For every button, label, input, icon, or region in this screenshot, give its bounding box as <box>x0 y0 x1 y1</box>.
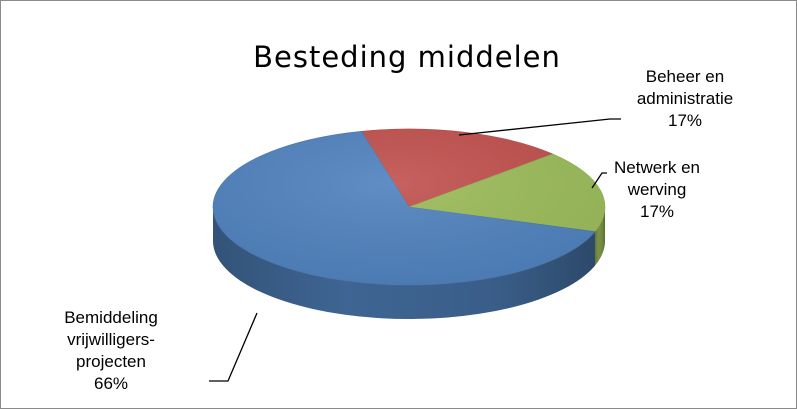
data-label-line: 17% <box>640 202 674 221</box>
data-label-line: werving <box>627 180 687 199</box>
pie-top-sheen <box>213 129 605 285</box>
pie-slice-side-shading <box>594 207 605 266</box>
pie-top <box>212 128 606 286</box>
data-label-line: Netwerk en <box>614 158 700 177</box>
leader-line <box>458 118 621 136</box>
data-label: Beheer en administratie 17% <box>637 67 733 130</box>
data-label-line: Beheer en <box>646 67 724 86</box>
pie-slice-side-shading <box>213 207 595 319</box>
leader-line <box>209 312 258 382</box>
data-label-line: 66% <box>94 374 128 393</box>
data-label: Bemiddeling vrijwilligers-projecten 66% <box>64 308 158 393</box>
leader-line <box>591 172 607 189</box>
data-label-line: 17% <box>668 111 702 130</box>
data-label: Netwerk en werving 17% <box>614 158 700 221</box>
data-label-line: administratie <box>637 89 733 108</box>
data-label-line: vrijwilligers- <box>67 330 155 349</box>
data-labels: Bemiddeling vrijwilligers-projecten 66% Beh… <box>64 67 733 393</box>
leader-lines <box>209 118 621 382</box>
pie-sides <box>213 207 605 319</box>
chart-title: Besteding middelen <box>253 40 561 74</box>
data-label-line: Bemiddeling <box>64 308 158 327</box>
data-label-line: projecten <box>76 352 146 371</box>
